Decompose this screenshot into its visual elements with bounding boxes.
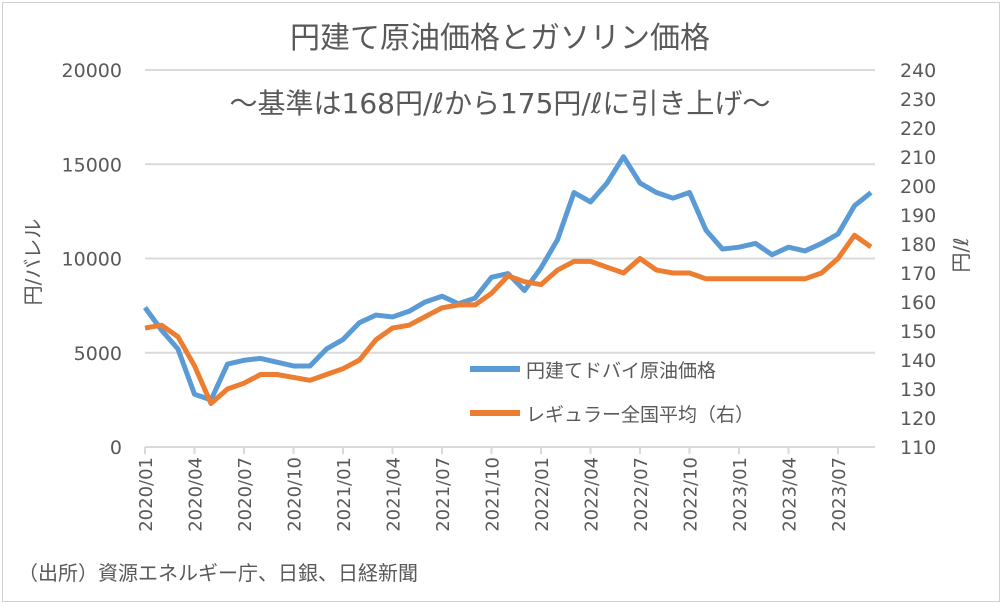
x-tick-label: 2021/10 xyxy=(483,457,504,532)
y-tick-label: 20000 xyxy=(62,60,122,82)
x-tick-label: 2020/04 xyxy=(186,457,207,532)
y2-tick-label: 120 xyxy=(900,408,936,430)
y2-tick-label: 220 xyxy=(900,118,936,140)
y2-tick-label: 240 xyxy=(900,60,936,82)
x-tick-label: 2020/01 xyxy=(136,457,157,532)
x-tick-label: 2022/07 xyxy=(631,457,652,532)
x-tick-label: 2023/04 xyxy=(780,457,801,532)
y-axis-label: 円/バレル xyxy=(21,219,45,306)
legend-label-gasoline: レギュラー全国平均（右） xyxy=(526,404,754,426)
chart-subtitle: ～基準は168円/ℓから175円/ℓに引き上げ～ xyxy=(230,87,771,120)
y-tick-label: 5000 xyxy=(74,343,122,365)
x-tick-label: 2022/10 xyxy=(681,457,702,532)
x-tick-label: 2020/10 xyxy=(285,457,306,532)
series-line-gasoline xyxy=(144,232,873,406)
source-note: （出所）資源エネルギー庁、日銀、日経新聞 xyxy=(18,561,418,585)
chart-title: 円建て原油価格とガソリン価格 xyxy=(290,21,710,56)
x-tick-label: 2022/01 xyxy=(532,457,553,532)
legend: 円建てドバイ原油価格 レギュラー全国平均（右） xyxy=(470,360,754,426)
legend-label-crude: 円建てドバイ原油価格 xyxy=(526,360,716,382)
y2-tick-label: 190 xyxy=(900,205,936,227)
x-tick-label: 2021/07 xyxy=(433,457,454,532)
x-tick-label: 2023/01 xyxy=(730,457,751,532)
y2-tick-label: 170 xyxy=(900,263,936,285)
y2-tick-label: 180 xyxy=(900,234,936,256)
x-tick-label: 2021/04 xyxy=(384,457,405,532)
y2-tick-label: 210 xyxy=(900,147,936,169)
y-tick-label: 10000 xyxy=(62,249,122,271)
y2-tick-label: 200 xyxy=(900,176,936,198)
x-tick-label: 2023/07 xyxy=(829,457,850,532)
x-tick-label: 2020/07 xyxy=(235,457,256,532)
x-tick-label: 2022/04 xyxy=(582,457,603,532)
y-tick-label: 0 xyxy=(110,437,122,459)
y-tick-label: 15000 xyxy=(62,154,122,176)
y2-tick-label: 150 xyxy=(900,321,936,343)
y2-tick-label: 230 xyxy=(900,89,936,111)
y2-tick-label: 130 xyxy=(900,379,936,401)
y2-tick-label: 160 xyxy=(900,292,936,314)
y2-tick-label: 140 xyxy=(900,350,936,372)
y2-axis-label: 円/ℓ xyxy=(949,238,973,273)
x-tick-label: 2021/01 xyxy=(334,457,355,532)
y2-tick-label: 110 xyxy=(900,437,936,459)
